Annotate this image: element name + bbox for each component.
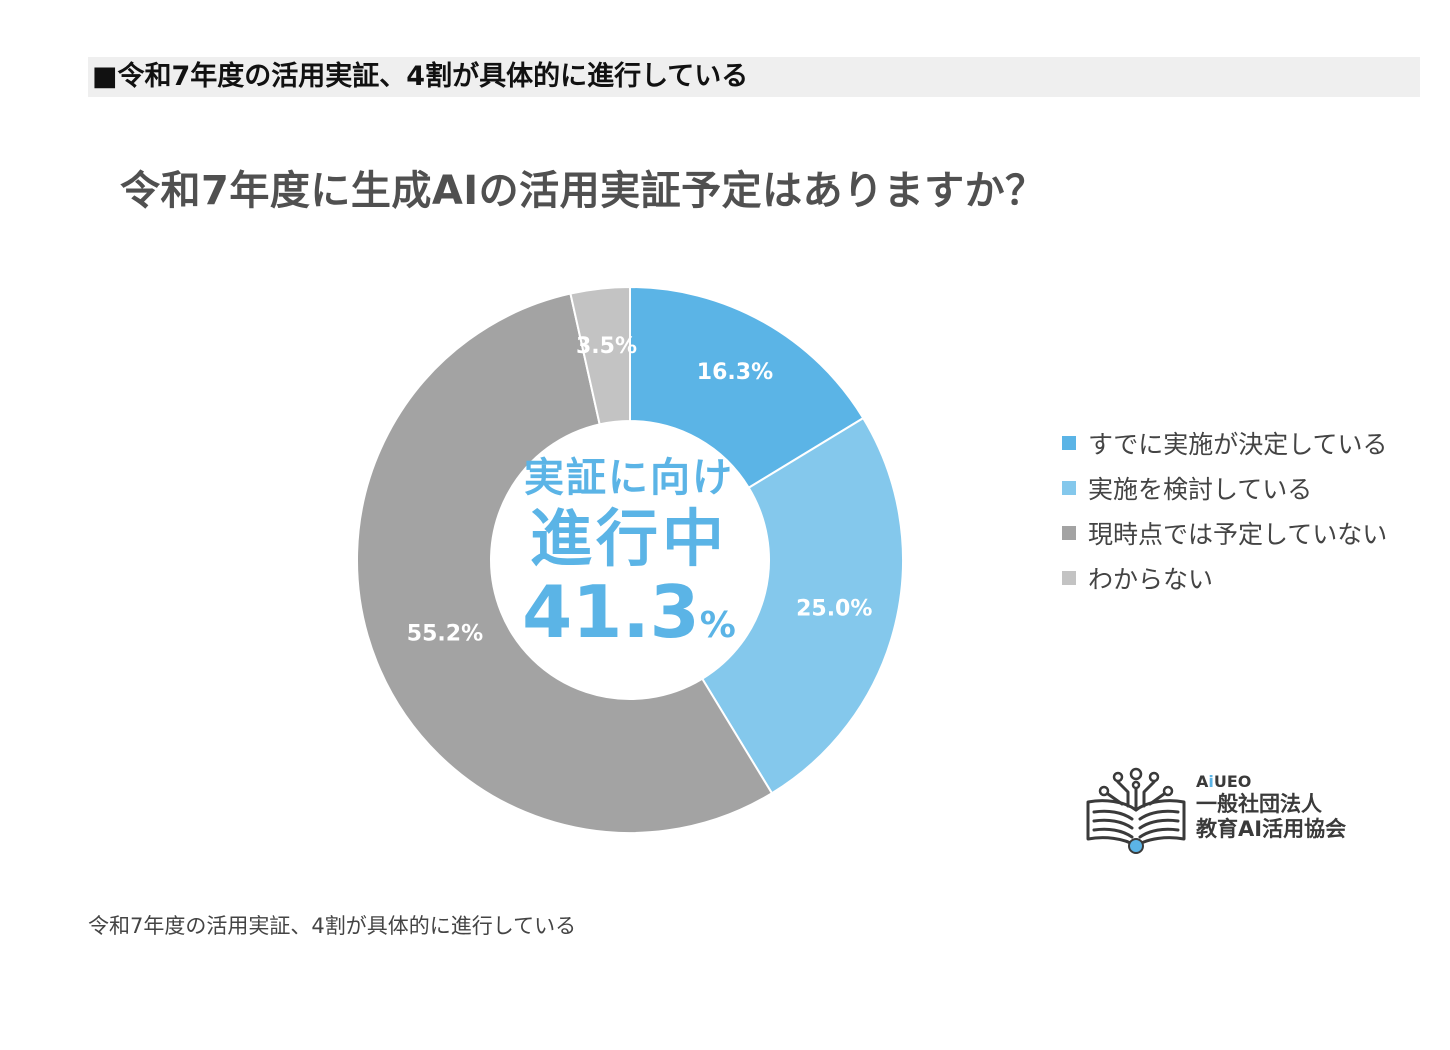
pie-slice bbox=[629, 285, 865, 490]
chart-legend: すでに実施が決定している 実施を検討している 現時点では予定していない わからな… bbox=[1062, 420, 1388, 600]
legend-label: 現時点では予定していない bbox=[1088, 519, 1388, 549]
slice-label: 3.5% bbox=[576, 334, 637, 359]
pie-slice bbox=[569, 285, 631, 426]
logo-org-line1: 一般社団法人 bbox=[1196, 792, 1322, 816]
legend-label: わからない bbox=[1088, 564, 1214, 594]
legend-label: 実施を検討している bbox=[1088, 474, 1313, 504]
legend-item: わからない bbox=[1062, 555, 1388, 600]
logo-org-line2: 教育AI活用協会 bbox=[1196, 817, 1347, 841]
chart-title: 令和7年度に生成AIの活用実証予定はありますか？ bbox=[120, 168, 1046, 214]
legend-swatch bbox=[1062, 525, 1076, 540]
center-line2: 進行中 bbox=[529, 502, 728, 575]
legend-swatch bbox=[1062, 480, 1076, 495]
logo-brand: AiUEO bbox=[1196, 772, 1252, 791]
pie-slice bbox=[356, 292, 774, 834]
legend-item: 現時点では予定していない bbox=[1062, 510, 1388, 555]
slice-label: 25.0% bbox=[796, 597, 872, 622]
legend-item: 実施を検討している bbox=[1062, 465, 1388, 510]
center-value-unit: % bbox=[699, 605, 736, 646]
center-line1: 実証に向け bbox=[524, 455, 734, 501]
donut-center-text: 実証に向け 進行中 41.3% bbox=[489, 455, 769, 661]
center-value-number: 41.3 bbox=[522, 570, 700, 654]
section-title: ■令和7年度の活用実証、4割が具体的に進行している bbox=[88, 57, 1420, 97]
book-circuit-icon bbox=[1086, 767, 1186, 854]
legend-item: すでに実施が決定している bbox=[1062, 420, 1388, 465]
legend-label: すでに実施が決定している bbox=[1088, 429, 1388, 459]
logo-text: AiUEO 一般社団法人 教育AI活用協会 bbox=[1196, 772, 1346, 842]
organization-logo: AiUEO 一般社団法人 教育AI活用協会 bbox=[1084, 762, 1374, 857]
legend-swatch bbox=[1062, 435, 1076, 450]
center-value: 41.3% bbox=[489, 576, 769, 661]
caption: 令和7年度の活用実証、4割が具体的に進行している bbox=[88, 914, 577, 938]
legend-swatch bbox=[1062, 570, 1076, 585]
pie-slice bbox=[700, 416, 904, 795]
slice-label: 16.3% bbox=[697, 360, 773, 385]
slice-label: 55.2% bbox=[407, 622, 483, 647]
donut-chart: 16.3% 25.0% 55.2% 3.5% bbox=[356, 285, 904, 834]
